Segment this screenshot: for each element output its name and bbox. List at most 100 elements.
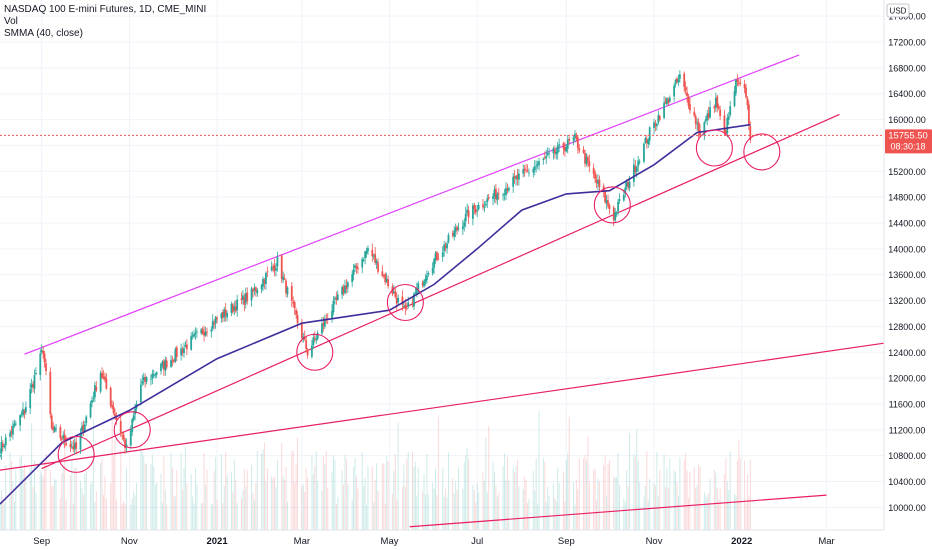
volume-bar bbox=[436, 494, 438, 530]
price-tick-label: 13200.00 bbox=[888, 296, 926, 306]
touch-circle[interactable] bbox=[113, 411, 151, 449]
volume-bar bbox=[528, 499, 530, 530]
trend-line[interactable] bbox=[409, 494, 827, 528]
candle-body bbox=[122, 434, 125, 440]
volume-bar bbox=[281, 442, 283, 530]
candle-body bbox=[436, 252, 438, 261]
volume-bar bbox=[488, 426, 490, 530]
candle-body bbox=[295, 309, 298, 315]
touch-circle[interactable] bbox=[386, 283, 424, 322]
volume-bar bbox=[623, 498, 625, 530]
channel-top-line[interactable] bbox=[24, 54, 800, 355]
volume-bar bbox=[552, 483, 554, 530]
candle-body bbox=[495, 188, 497, 199]
touch-circle[interactable] bbox=[743, 133, 781, 171]
volume-bar bbox=[412, 451, 414, 530]
volume-bars bbox=[0, 411, 751, 530]
touch-circle[interactable] bbox=[296, 333, 334, 371]
volume-bar bbox=[15, 469, 17, 530]
touch-circle[interactable] bbox=[695, 129, 733, 167]
candle-body bbox=[69, 443, 72, 447]
candle-body bbox=[300, 322, 303, 338]
volume-bar bbox=[23, 463, 25, 530]
time-axis-labels: Sep Nov 2021 Mar May Jul Sep Nov 2022 Mar bbox=[33, 536, 834, 547]
volume-indicator-label[interactable]: Vol bbox=[4, 16, 18, 27]
volume-bar bbox=[703, 491, 705, 530]
candle-body bbox=[184, 345, 187, 347]
candle-body bbox=[683, 73, 686, 87]
candle-body bbox=[687, 96, 690, 106]
candle-body bbox=[395, 297, 398, 304]
candle-body bbox=[598, 179, 601, 188]
volume-bar bbox=[79, 480, 81, 530]
candle-body bbox=[4, 437, 7, 446]
candle-body bbox=[272, 266, 275, 268]
candle-body bbox=[313, 337, 316, 339]
time-tick-label: 2021 bbox=[206, 536, 228, 547]
candle-body bbox=[377, 262, 379, 272]
volume-bar bbox=[302, 483, 304, 530]
price-tick-label: 12000.00 bbox=[888, 374, 926, 384]
candle-body bbox=[666, 98, 668, 105]
volume-bar bbox=[677, 495, 679, 530]
volume-bar bbox=[151, 454, 153, 530]
volume-bar bbox=[502, 465, 504, 530]
volume-bar bbox=[164, 489, 166, 530]
candle-body bbox=[634, 166, 637, 172]
candle-body bbox=[472, 205, 474, 219]
volume-bar bbox=[85, 471, 87, 530]
candle-body bbox=[63, 434, 66, 443]
candle-body bbox=[45, 363, 47, 372]
symbol-title[interactable]: NASDAQ 100 E-mini Futures, 1D, CME_MINI bbox=[4, 4, 207, 15]
candle-body bbox=[454, 227, 457, 232]
candle-body bbox=[575, 135, 578, 139]
volume-bar bbox=[253, 499, 255, 530]
candle-body bbox=[286, 287, 289, 295]
touch-circle[interactable] bbox=[57, 435, 95, 473]
volume-bar bbox=[607, 464, 609, 530]
candle-body bbox=[265, 272, 267, 285]
candle-body bbox=[693, 111, 696, 116]
candle-body bbox=[22, 409, 24, 416]
volume-bar bbox=[213, 471, 215, 530]
volume-bar bbox=[0, 489, 2, 530]
volume-bar bbox=[104, 476, 106, 530]
candle-body bbox=[568, 138, 571, 141]
candle-body bbox=[586, 157, 589, 162]
trend-lines bbox=[0, 54, 885, 528]
candle-body bbox=[193, 334, 195, 337]
candle-body bbox=[201, 328, 204, 334]
candle-body bbox=[345, 285, 348, 289]
volume-bar bbox=[514, 472, 516, 530]
volume-bar bbox=[585, 460, 587, 530]
volume-bar bbox=[706, 496, 708, 530]
currency-badge[interactable]: USD bbox=[886, 3, 910, 18]
candle-body bbox=[463, 222, 466, 227]
candle-body bbox=[171, 361, 174, 363]
volume-bar bbox=[225, 452, 227, 530]
volume-bar bbox=[578, 458, 580, 530]
candle-body bbox=[155, 372, 158, 375]
volume-bar bbox=[343, 484, 345, 530]
volume-bar bbox=[495, 485, 497, 530]
candle-body bbox=[139, 384, 142, 403]
candle-body bbox=[487, 197, 490, 199]
volume-bar bbox=[401, 487, 403, 530]
candle-body bbox=[707, 112, 710, 118]
volume-bar bbox=[171, 467, 173, 530]
trend-line[interactable] bbox=[0, 342, 885, 471]
candle-body bbox=[260, 284, 263, 290]
volume-bar bbox=[673, 470, 675, 530]
volume-bar bbox=[25, 479, 27, 530]
trend-line[interactable] bbox=[41, 113, 840, 470]
smma-indicator-label[interactable]: SMMA (40, close) bbox=[4, 28, 83, 39]
candle-body bbox=[162, 361, 165, 370]
candle-body bbox=[334, 298, 336, 300]
candle-body bbox=[49, 371, 52, 415]
touch-circle[interactable] bbox=[593, 186, 631, 224]
volume-bar bbox=[82, 494, 84, 530]
candle-body bbox=[444, 245, 447, 248]
volume-bar bbox=[637, 460, 639, 530]
candle-body bbox=[273, 265, 276, 271]
